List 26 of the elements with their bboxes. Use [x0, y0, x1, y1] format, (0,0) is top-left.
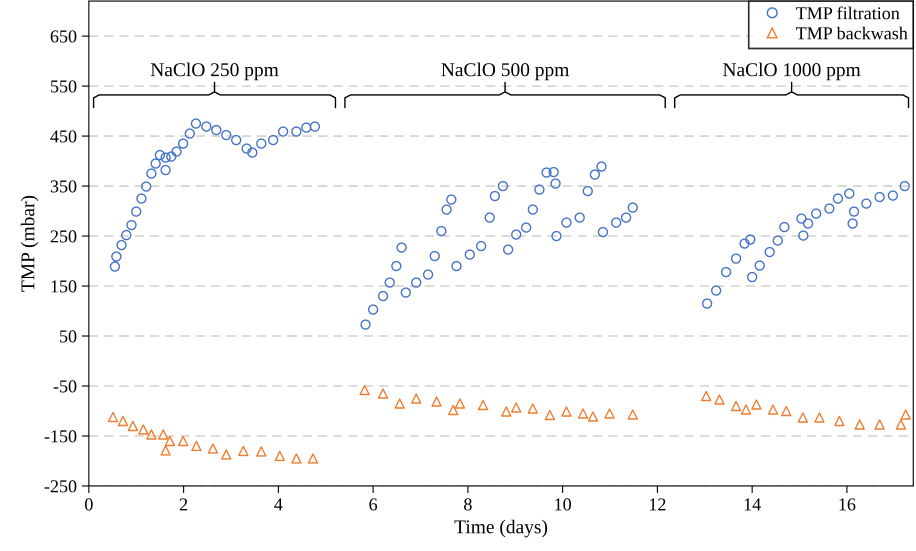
x-tick-label: 6 — [369, 498, 378, 510]
y-tick-label: 450 — [50, 130, 76, 143]
x-tick-label: 16 — [839, 498, 856, 510]
x-tick-label: 0 — [85, 498, 93, 510]
x-tick-label: 8 — [464, 498, 472, 510]
annotation: NaClO 500 ppm — [441, 62, 570, 80]
y-tick-label: -50 — [54, 380, 76, 392]
legend-label: TMP filtration — [796, 6, 900, 20]
y-tick-label: 250 — [50, 230, 76, 242]
legend-label: TMP backwash — [796, 26, 908, 40]
x-tick-label: 12 — [650, 498, 666, 510]
y-tick-label: 150 — [52, 280, 76, 292]
x-axis-title: Time (days) — [454, 520, 548, 538]
y-tick-label: 50 — [60, 330, 76, 342]
y-tick-label: -150 — [44, 430, 76, 442]
x-tick-label: 2 — [180, 498, 188, 510]
y-tick-label: 650 — [50, 30, 76, 43]
x-tick-label: 10 — [555, 498, 571, 510]
y-tick-label: -250 — [44, 480, 76, 492]
annotation: NaClO 250 ppm — [150, 62, 278, 80]
annotation: NaClO 1000 ppm — [723, 62, 860, 80]
y-axis-title: TMP (mbar) — [20, 196, 38, 292]
y-tick-label: 550 — [51, 80, 76, 93]
x-tick-label: 14 — [744, 498, 761, 510]
x-tick-label: 4 — [274, 498, 283, 510]
y-tick-label: 350 — [50, 180, 76, 192]
